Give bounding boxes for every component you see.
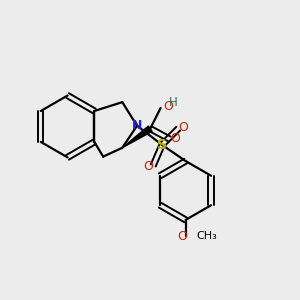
Text: CH₃: CH₃	[196, 231, 217, 241]
Text: O: O	[143, 160, 153, 173]
Text: O: O	[178, 121, 188, 134]
Text: H: H	[169, 96, 177, 109]
Text: N: N	[132, 119, 142, 132]
Text: O: O	[164, 100, 173, 113]
Text: S: S	[157, 138, 167, 152]
Text: O: O	[170, 133, 180, 146]
Text: O: O	[177, 230, 187, 243]
Polygon shape	[122, 126, 152, 148]
